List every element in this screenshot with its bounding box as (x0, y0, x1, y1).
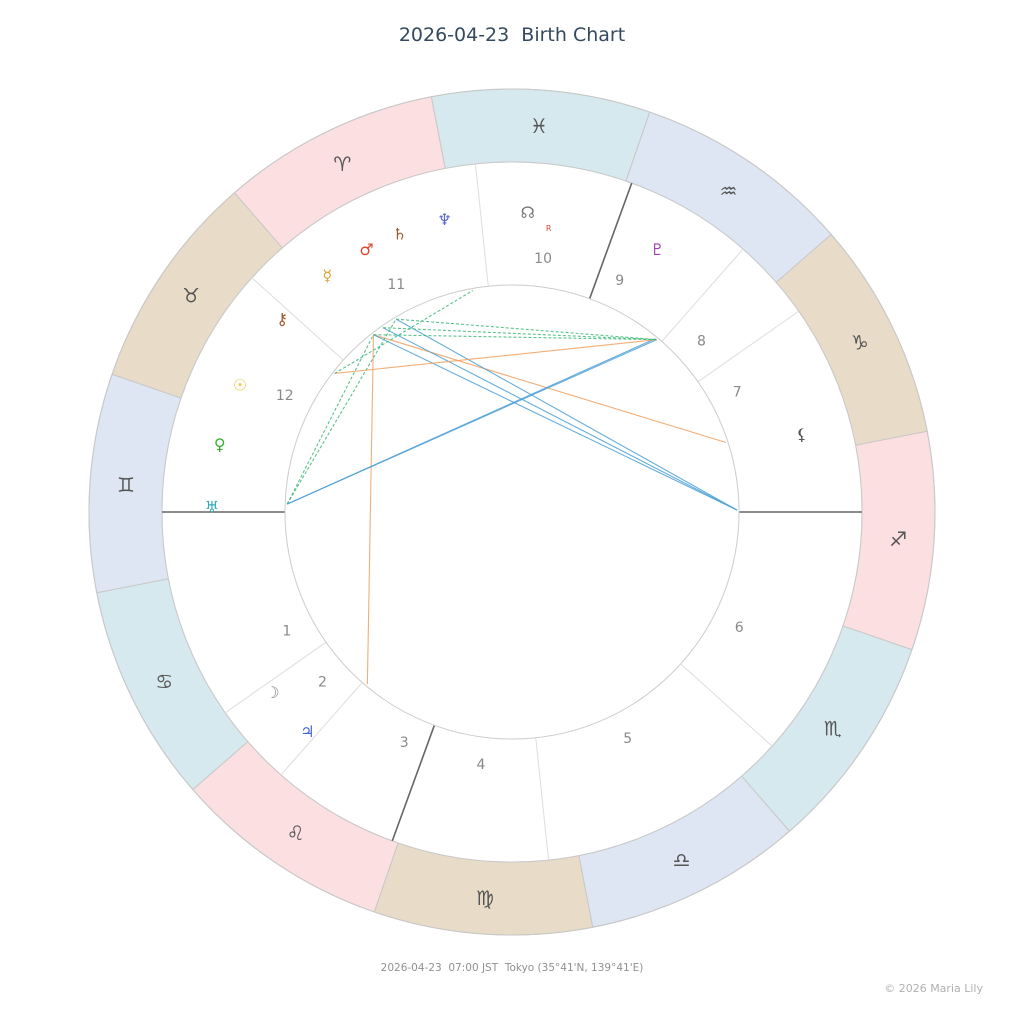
house-number-7: 7 (733, 384, 742, 400)
house-number-6: 6 (735, 620, 744, 636)
house-number-2: 2 (318, 675, 327, 691)
zodiac-ring: ♓ ♒ ♑ ♐ ♏ ♎ ♍ ♌ ♋ ♊ ♉ ♈ (88, 88, 936, 936)
aspect-line (396, 318, 657, 341)
neptune-icon: ♆ (437, 210, 451, 229)
aries-sign-icon: ♈ (333, 152, 351, 176)
jupiter-icon: ♃ (300, 722, 314, 741)
leo-sign-icon: ♌ (287, 821, 305, 845)
angle-axis-line (391, 725, 436, 842)
house-number-11: 11 (387, 277, 405, 293)
house-cusp-line-9 (661, 248, 744, 342)
aspect-line (373, 334, 738, 511)
house-number-5: 5 (623, 731, 632, 747)
north-node-retrograde-mark: R (546, 224, 552, 233)
planet-glyphs: ☊ R ♆ ♄ ♂ ☿ ⚷ ☉ ♀ ♅ ☽ ♃ ♇ ⚸ (205, 203, 808, 741)
saturn-icon: ♄ (392, 224, 406, 243)
aspect-line (334, 289, 474, 374)
pisces-sign-icon: ♓ (530, 114, 548, 138)
pluto-icon: ♇ (650, 240, 664, 259)
aspect-line (373, 334, 657, 341)
aspect-lines (286, 289, 738, 685)
aspect-line (395, 318, 738, 511)
house-cusp-line-11 (474, 163, 489, 287)
house-number-12: 12 (276, 388, 294, 404)
house-cusp-line-6 (680, 663, 773, 747)
mars-icon: ♂ (359, 240, 373, 259)
sagittarius-sign-icon: ♐ (889, 527, 907, 551)
gemini-sign-icon: ♊ (117, 473, 135, 497)
capricorn-sign-icon: ♑ (851, 330, 869, 354)
house-number-8: 8 (697, 333, 706, 349)
house-cusp-line-2 (225, 641, 327, 714)
aquarius-sign-icon: ♒ (719, 179, 737, 203)
house-number-9: 9 (615, 273, 624, 289)
moon-icon: ☽ (265, 683, 279, 702)
aspect-line (366, 334, 375, 685)
aspect-line (286, 318, 397, 505)
chart-footer-info: 2026-04-23 07:00 JST Tokyo (35°41'N, 139… (380, 962, 644, 974)
venus-icon: ♀ (214, 435, 226, 454)
house-cusp-line-3 (280, 682, 363, 776)
sun-icon: ☉ (233, 376, 247, 395)
libra-sign-icon: ♎ (673, 848, 691, 872)
house-number-1: 1 (282, 624, 291, 640)
aspect-line (382, 327, 738, 511)
outer-circle (88, 88, 936, 936)
virgo-sign-icon: ♍ (476, 886, 494, 910)
house-cusp-line-8 (697, 310, 799, 383)
inner-circle (284, 284, 740, 740)
aspect-line (382, 327, 657, 341)
copyright-notice: © 2026 Maria Lily (884, 982, 983, 995)
aspect-line (286, 334, 374, 505)
uranus-icon: ♅ (205, 497, 219, 516)
house-cusp-line-5 (535, 737, 550, 861)
aspect-line (334, 339, 657, 375)
house-cusp-line-10 (588, 182, 633, 299)
north-node-icon: ☊ (521, 203, 535, 222)
aspect-line (286, 338, 656, 505)
house-number-3: 3 (400, 735, 409, 751)
chart-title: 2026-04-23 Birth Chart (398, 24, 626, 46)
house-number-10: 10 (534, 251, 552, 267)
lilith-icon: ⚸ (796, 425, 808, 444)
chiron-icon: ⚷ (276, 310, 288, 329)
house-number-4: 4 (476, 757, 485, 773)
house-cusp-line-12 (251, 277, 344, 361)
taurus-sign-icon: ♉ (182, 284, 200, 308)
cancer-sign-icon: ♋ (155, 670, 173, 694)
scorpio-sign-icon: ♏ (824, 716, 842, 740)
mercury-icon: ☿ (322, 266, 332, 285)
